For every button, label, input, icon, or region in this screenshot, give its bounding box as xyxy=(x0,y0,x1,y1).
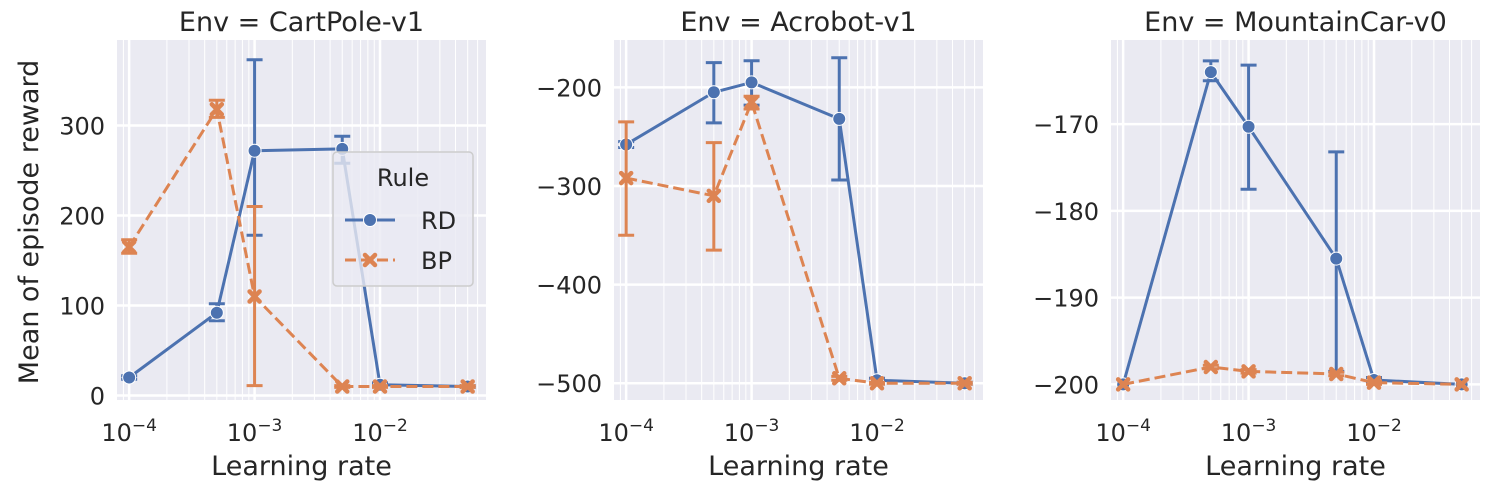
data-point xyxy=(372,379,388,394)
x-tick-label: 10−3 xyxy=(724,416,780,447)
data-point xyxy=(1329,366,1344,382)
data-point xyxy=(122,370,137,385)
data-point xyxy=(869,375,885,391)
y-tick-label: −170 xyxy=(1033,111,1099,139)
series-line xyxy=(127,107,468,388)
y-tick-label: 0 xyxy=(90,383,105,411)
legend-label: RD xyxy=(421,207,456,235)
data-point xyxy=(706,188,722,204)
y-axis-label: Mean of episode reward xyxy=(14,60,45,384)
data-point xyxy=(744,94,759,110)
data-point xyxy=(460,379,475,394)
data-point xyxy=(744,75,759,90)
plot-background xyxy=(614,40,983,400)
legend-entry-rd: RD xyxy=(345,207,456,235)
data-point xyxy=(1329,251,1344,266)
y-tick-label: 100 xyxy=(59,293,105,321)
data-point xyxy=(1366,375,1382,390)
data-point xyxy=(121,239,137,255)
data-point xyxy=(209,305,224,320)
data-point xyxy=(1115,377,1131,392)
data-point xyxy=(247,289,262,304)
series-bp xyxy=(618,94,973,391)
x-tick-label: 10−4 xyxy=(598,416,654,447)
panel-2: Env = Acrobot-v1 Learning rate −500 −400 −30… xyxy=(536,7,983,482)
x-tick-label: 10−2 xyxy=(1346,416,1402,447)
legend-label: BP xyxy=(421,247,452,275)
data-point xyxy=(706,85,721,100)
x-axis-label: Learning rate xyxy=(1205,451,1386,482)
y-tick-label: −300 xyxy=(536,173,602,201)
data-point xyxy=(1203,359,1219,375)
legend-marker xyxy=(363,213,377,227)
panel-title: Env = Acrobot-v1 xyxy=(680,7,916,38)
x-axis-label: Learning rate xyxy=(211,451,392,482)
series-bp xyxy=(1115,359,1469,392)
data-point xyxy=(334,379,350,394)
y-tick-label: −400 xyxy=(536,272,602,300)
data-point xyxy=(1241,119,1256,134)
series-bp xyxy=(121,98,476,394)
x-tick-label: 10−4 xyxy=(1095,416,1151,447)
data-point xyxy=(1241,364,1256,379)
legend-box xyxy=(332,151,474,287)
y-tick-label: −500 xyxy=(536,370,602,398)
series-line xyxy=(1121,70,1462,386)
series-line xyxy=(625,100,965,385)
x-tick-label: 10−2 xyxy=(849,416,905,447)
x-tick-label: 10−3 xyxy=(1221,416,1277,447)
data-point xyxy=(831,371,847,386)
panel-title: Env = MountainCar-v0 xyxy=(1144,7,1447,38)
panels: Env = CartPole-v1 Learning rate 0 100 200 300… xyxy=(59,7,1480,482)
panel-title: Env = CartPole-v1 xyxy=(179,7,424,38)
data-point xyxy=(209,102,225,117)
x-tick-label: 10−2 xyxy=(352,416,408,447)
panel-3: Env = MountainCar-v0 Learning rate −200 −19… xyxy=(1033,7,1480,482)
legend-marker xyxy=(362,252,378,268)
data-point xyxy=(618,170,634,186)
data-point xyxy=(957,375,972,391)
legend-title: Rule xyxy=(377,164,429,192)
legend-entry-bp: BP xyxy=(345,247,452,275)
data-point xyxy=(1203,65,1218,80)
y-tick-label: −180 xyxy=(1033,198,1099,226)
legend: Rule RD BP xyxy=(332,151,474,287)
series-line xyxy=(625,80,965,385)
y-tick-label: 200 xyxy=(59,203,105,231)
x-tick-label: 10−3 xyxy=(227,416,283,447)
data-point xyxy=(247,143,262,158)
y-tick-label: 300 xyxy=(59,113,105,141)
y-tick-label: −190 xyxy=(1033,285,1099,313)
x-tick-label: 10−4 xyxy=(101,416,157,447)
data-point xyxy=(1454,377,1469,392)
y-tick-label: −200 xyxy=(1033,371,1099,399)
x-axis-label: Learning rate xyxy=(708,451,889,482)
data-point xyxy=(832,111,847,126)
plot-background xyxy=(1111,40,1480,400)
series-line xyxy=(1122,365,1462,386)
y-tick-label: −200 xyxy=(536,74,602,102)
